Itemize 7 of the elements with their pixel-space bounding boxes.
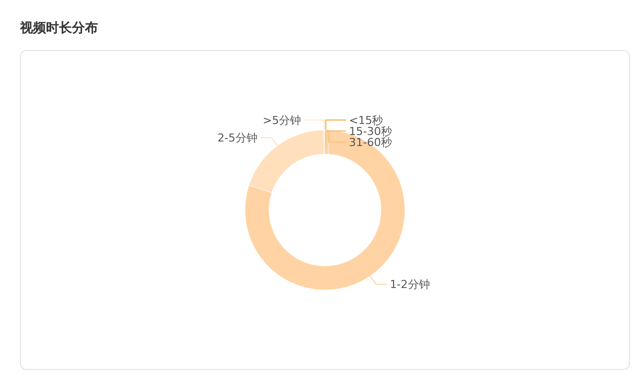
slice-label: 15-30秒	[349, 124, 392, 138]
legend-label: 31-60秒	[349, 136, 392, 149]
slice-label: 1-2分钟	[390, 278, 430, 292]
slice-label: >5分钟	[262, 114, 301, 127]
slice-label: <15秒	[349, 114, 384, 127]
text: 视频时长分布	[19, 20, 98, 36]
slice-label: 2-5分钟	[217, 132, 258, 145]
